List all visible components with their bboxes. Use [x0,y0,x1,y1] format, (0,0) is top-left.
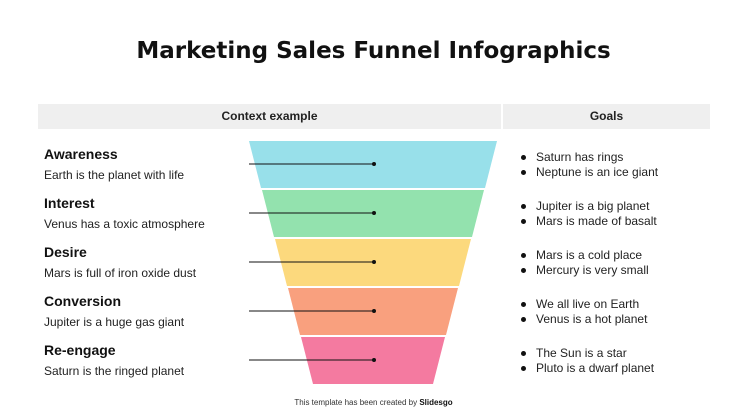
goals-conversion: We all live on Earth Venus is a hot plan… [520,297,720,327]
stage-name: Awareness [44,146,118,162]
goal-item: Mercury is very small [520,263,720,278]
stage-interest: Interest Venus has a toxic atmosphere [44,195,205,232]
bullet-icon [521,268,526,273]
connector-dot-interest [372,211,376,215]
goal-item: Mars is made of basalt [520,214,720,229]
goal-text: The Sun is a star [536,346,627,360]
goal-item: The Sun is a star [520,346,720,361]
bullet-icon [521,170,526,175]
goal-item: Neptune is an ice giant [520,165,720,180]
goal-item: Pluto is a dwarf planet [520,361,720,376]
goal-item: Saturn has rings [520,150,720,165]
bullet-icon [521,155,526,160]
goal-text: Jupiter is a big planet [536,199,650,213]
bullet-icon [521,302,526,307]
page-title: Marketing Sales Funnel Infographics [136,38,611,64]
stage-awareness: Awareness Earth is the planet with life [44,146,184,183]
connector-dot-awareness [372,162,376,166]
connector-dot-desire [372,260,376,264]
stage-description: Jupiter is a huge gas giant [44,315,185,329]
goals-awareness: Saturn has rings Neptune is an ice giant [520,150,720,180]
stage-re-engage: Re-engage Saturn is the ringed planet [44,342,184,379]
bullet-icon [521,366,526,371]
stage-name: Re-engage [44,342,116,358]
bullet-icon [521,317,526,322]
footer-text: This template has been created by [294,398,418,407]
stage-conversion: Conversion Jupiter is a huge gas giant [44,293,184,330]
goal-text: Mercury is very small [536,263,649,277]
goal-text: Saturn has rings [536,150,624,164]
bullet-icon [521,253,526,258]
goal-text: Mars is made of basalt [536,214,657,228]
stage-name: Interest [44,195,95,211]
stage-desire: Desire Mars is full of iron oxide dust [44,244,196,281]
bullet-icon [521,204,526,209]
goal-item: Mars is a cold place [520,248,720,263]
goals-desire: Mars is a cold place Mercury is very sma… [520,248,720,278]
connector-dot-conversion [372,309,376,313]
stage-description: Mars is full of iron oxide dust [44,266,197,280]
header-divider [501,104,503,129]
goal-item: We all live on Earth [520,297,720,312]
goal-item: Venus is a hot planet [520,312,720,327]
bullet-icon [521,351,526,356]
stage-name: Desire [44,244,87,260]
goal-text: Neptune is an ice giant [536,165,659,179]
footer-brand[interactable]: Slidesgo [419,398,453,407]
goal-text: Mars is a cold place [536,248,643,262]
goal-text: We all live on Earth [536,297,640,311]
stage-name: Conversion [44,293,122,309]
header-context-example: Context example [221,109,318,123]
goal-text: Pluto is a dwarf planet [536,361,655,375]
connector-dot-re-engage [372,358,376,362]
stage-description: Venus has a toxic atmosphere [44,217,205,231]
goal-item: Jupiter is a big planet [520,199,720,214]
bullet-icon [521,219,526,224]
goals-interest: Jupiter is a big planet Mars is made of … [520,199,720,229]
goal-text: Venus is a hot planet [536,312,648,326]
goals-re-engage: The Sun is a star Pluto is a dwarf plane… [520,346,720,376]
stage-description: Earth is the planet with life [44,168,185,182]
footer-credit: This template has been created by Slides… [0,398,747,407]
header-goals: Goals [589,109,624,123]
table-header [38,104,710,129]
stage-description: Saturn is the ringed planet [44,364,185,378]
